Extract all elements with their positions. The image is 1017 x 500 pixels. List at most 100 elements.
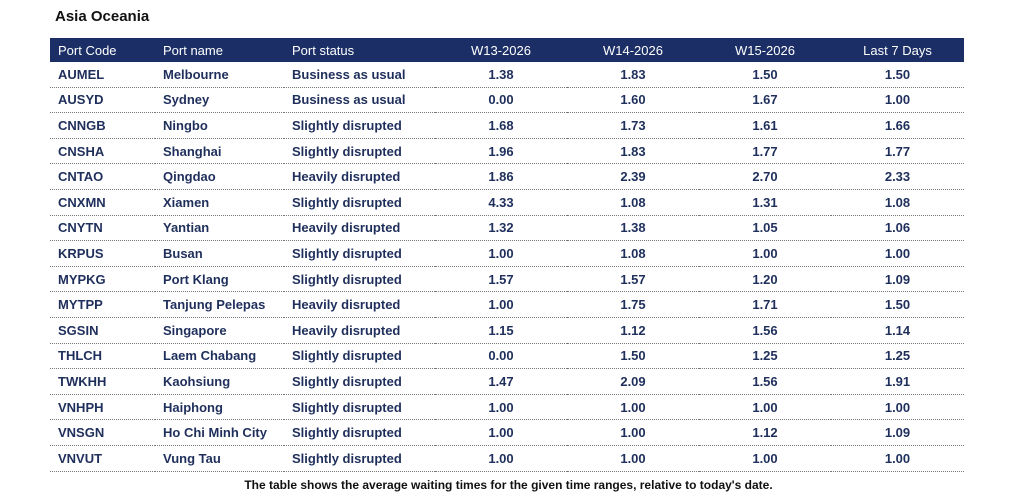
table-cell: 1.83 (567, 62, 699, 88)
table-cell: Laem Chabang (155, 343, 284, 370)
table-title: Asia Oceania (55, 8, 150, 25)
table-row: KRPUS Busan Slightly disrupted 1.00 1.08 1.00… (50, 240, 964, 267)
table-cell: 1.91 (831, 368, 964, 395)
table-cell: 1.56 (699, 368, 831, 395)
table-row: CNNGB Ningbo Slightly disrupted 1.68 1.73 1.6… (50, 112, 964, 139)
table-cell: 1.00 (831, 394, 964, 421)
table-cell: Slightly disrupted (284, 240, 435, 267)
table-cell: 1.83 (567, 138, 699, 165)
table-cell: 4.33 (435, 189, 567, 216)
table-cell: 1.57 (567, 266, 699, 293)
table-cell: 1.50 (699, 62, 831, 88)
table-cell: 1.00 (435, 419, 567, 446)
table-cell: 1.12 (699, 419, 831, 446)
column-header: W13-2026 (435, 38, 567, 62)
table-row: AUMEL Melbourne Business as usual 1.38 1.83 1… (50, 62, 964, 88)
table-cell: 1.57 (435, 266, 567, 293)
table-row: CNTAO Qingdao Heavily disrupted 1.86 2.39 2.7… (50, 163, 964, 190)
table-cell: 1.75 (567, 291, 699, 318)
table-cell: KRPUS (50, 240, 155, 267)
table-cell: Melbourne (155, 62, 284, 88)
table-cell: 1.68 (435, 112, 567, 139)
table-cell: Slightly disrupted (284, 419, 435, 446)
table-cell: VNVUT (50, 445, 155, 472)
table-row: TWKHH Kaohsiung Slightly disrupted 1.47 2.09… (50, 368, 964, 395)
caption: The table shows the average waiting time… (244, 478, 773, 492)
table-cell: 1.20 (699, 266, 831, 293)
table-cell: AUSYD (50, 87, 155, 114)
table-cell: Busan (155, 240, 284, 267)
table-cell: 1.50 (831, 291, 964, 318)
table-cell: 1.77 (699, 138, 831, 165)
column-header: Port Code (50, 38, 155, 62)
table-cell: 1.86 (435, 163, 567, 190)
table-row: MYPKG Port Klang Slightly disrupted 1.57 1.5… (50, 266, 964, 293)
table-cell: 1.12 (567, 317, 699, 344)
table-cell: 2.09 (567, 368, 699, 395)
table-cell: Slightly disrupted (284, 266, 435, 293)
table-cell: 2.39 (567, 163, 699, 190)
table-row: THLCH Laem Chabang Slightly disrupted 0.00 1… (50, 343, 964, 370)
table-cell: Slightly disrupted (284, 445, 435, 472)
table-cell: 1.08 (567, 240, 699, 267)
table-cell: 1.00 (435, 240, 567, 267)
table-cell: MYPKG (50, 266, 155, 293)
table-cell: 1.09 (831, 419, 964, 446)
table-cell: 1.08 (567, 189, 699, 216)
table-cell: 2.70 (699, 163, 831, 190)
table-cell: 1.00 (435, 445, 567, 472)
table-cell: 1.38 (435, 62, 567, 88)
table-cell: 1.00 (567, 419, 699, 446)
header-row: Port Code Port name Port status W13-2026 W14… (50, 38, 964, 62)
table-cell: CNYTN (50, 215, 155, 242)
table-cell: CNSHA (50, 138, 155, 165)
column-header: Port name (155, 38, 284, 62)
column-header: W14-2026 (567, 38, 699, 62)
table-cell: Xiamen (155, 189, 284, 216)
table-cell: 1.60 (567, 87, 699, 114)
table-cell: THLCH (50, 343, 155, 370)
table-cell: 1.15 (435, 317, 567, 344)
port-table: Port Code Port name Port status W13-2026 W14… (50, 38, 964, 472)
table-cell: 1.67 (699, 87, 831, 114)
table-cell: AUMEL (50, 62, 155, 88)
table-cell: TWKHH (50, 368, 155, 395)
table-row: AUSYD Sydney Business as usual 0.00 1.60 1.67… (50, 87, 964, 114)
table-cell: Kaohsiung (155, 368, 284, 395)
table-cell: CNTAO (50, 163, 155, 190)
table-row: CNXMN Xiamen Slightly disrupted 4.33 1.08 1.3… (50, 189, 964, 216)
table-cell: 0.00 (435, 343, 567, 370)
table-row: VNHPH Haiphong Slightly disrupted 1.00 1.00 1… (50, 394, 964, 421)
table-cell: 1.00 (699, 394, 831, 421)
table-cell: Tanjung Pelepas (155, 291, 284, 318)
table-cell: 1.00 (435, 394, 567, 421)
table-cell: Ho Chi Minh City (155, 419, 284, 446)
table-cell: Heavily disrupted (284, 317, 435, 344)
table-cell: Slightly disrupted (284, 112, 435, 139)
table-cell: 1.09 (831, 266, 964, 293)
table-cell: Ningbo (155, 112, 284, 139)
table-body: AUMEL Melbourne Business as usual 1.38 1.83 1… (50, 62, 964, 472)
table-cell: Singapore (155, 317, 284, 344)
table-cell: Slightly disrupted (284, 138, 435, 165)
table-cell: Business as usual (284, 87, 435, 114)
table-cell: 1.66 (831, 112, 964, 139)
column-header: Last 7 Days (831, 38, 964, 62)
table-cell: 1.50 (831, 62, 964, 88)
table-cell: Shanghai (155, 138, 284, 165)
table-cell: 1.56 (699, 317, 831, 344)
table-cell: Heavily disrupted (284, 215, 435, 242)
table-cell: 1.00 (699, 445, 831, 472)
table-cell: 1.00 (435, 291, 567, 318)
table-cell: 1.38 (567, 215, 699, 242)
table-cell: 1.06 (831, 215, 964, 242)
table-cell: Haiphong (155, 394, 284, 421)
table-cell: 1.50 (567, 343, 699, 370)
table-cell: Slightly disrupted (284, 189, 435, 216)
column-header: Port status (284, 38, 435, 62)
table-row: MYTPP Tanjung Pelepas Heavily disrupted 1.0… (50, 291, 964, 318)
table-cell: VNSGN (50, 419, 155, 446)
table-row: CNYTN Yantian Heavily disrupted 1.32 1.38 1.0… (50, 215, 964, 242)
table-cell: 1.00 (567, 394, 699, 421)
table-cell: 1.96 (435, 138, 567, 165)
